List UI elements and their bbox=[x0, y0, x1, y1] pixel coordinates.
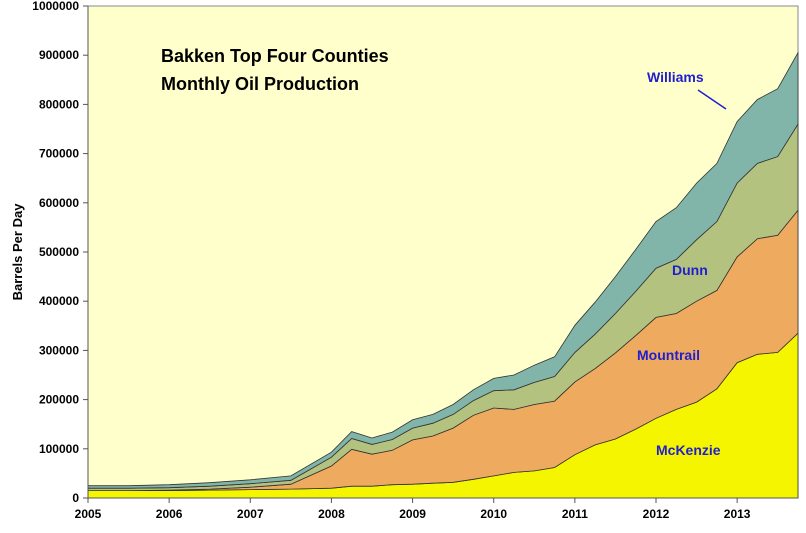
annotation-williams: Williams bbox=[647, 69, 704, 85]
annotation-dunn: Dunn bbox=[672, 262, 708, 278]
annotation-williams-pointer bbox=[697, 89, 727, 110]
y-tick-label: 1000000 bbox=[32, 0, 79, 13]
y-tick-label: 900000 bbox=[39, 48, 79, 62]
y-tick-label: 100000 bbox=[39, 442, 79, 456]
x-tick-label: 2013 bbox=[724, 507, 751, 521]
y-tick-label: 0 bbox=[72, 491, 79, 505]
y-axis-label: Barrels Per Day bbox=[10, 203, 25, 301]
area-williams bbox=[87, 51, 799, 489]
y-tick-label: 200000 bbox=[39, 393, 79, 407]
x-tick-label: 2008 bbox=[318, 507, 345, 521]
x-tick-label: 2012 bbox=[643, 507, 670, 521]
y-tick-label: 600000 bbox=[39, 196, 79, 210]
y-tick-label: 500000 bbox=[39, 245, 79, 259]
annotation-mckenzie: McKenzie bbox=[656, 442, 721, 458]
x-tick-label: 2011 bbox=[562, 507, 588, 521]
x-tick-label: 2010 bbox=[480, 507, 507, 521]
x-axis: 2005 2006 2007 2008 2009 2010 2011 2012 2013 bbox=[75, 497, 798, 521]
y-tick-label: 800000 bbox=[39, 97, 79, 111]
y-tick-label: 300000 bbox=[39, 343, 79, 357]
annotation-mountrail: Mountrail bbox=[637, 347, 700, 363]
x-tick-label: 2007 bbox=[237, 507, 264, 521]
x-tick-label: 2006 bbox=[156, 507, 183, 521]
y-tick-label: 400000 bbox=[39, 294, 79, 308]
chart-title: Bakken Top Four Counties bbox=[161, 46, 389, 66]
y-tick-label: 700000 bbox=[39, 147, 79, 161]
x-tick-label: 2005 bbox=[75, 507, 102, 521]
chart-subtitle: Monthly Oil Production bbox=[161, 74, 359, 94]
y-axis: 0 100000 200000 300000 400000 500000 600000 700… bbox=[32, 0, 89, 505]
x-tick-label: 2009 bbox=[399, 507, 426, 521]
